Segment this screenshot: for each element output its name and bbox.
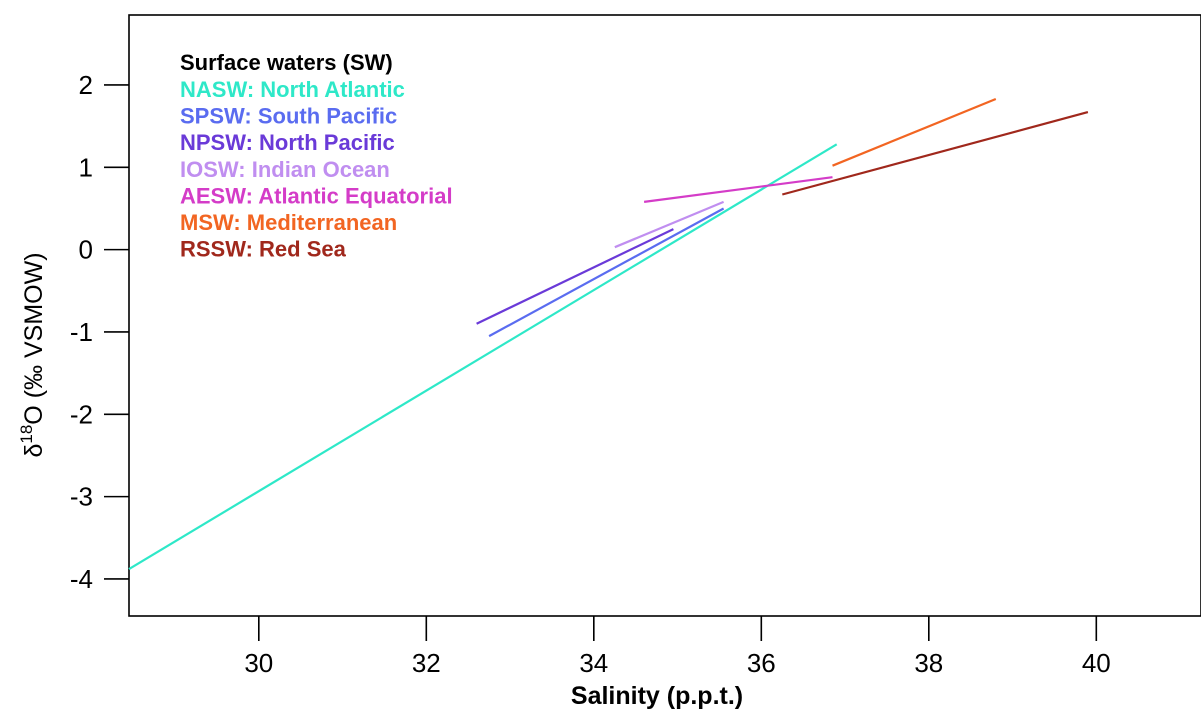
y-tick-label-6: 2 [79,70,93,100]
legend-title: Surface waters (SW) [180,50,393,75]
y-tick-label-0: -4 [70,564,93,594]
x-tick-label-4: 38 [914,648,943,678]
y-tick-label-1: -3 [70,482,93,512]
legend-entry-5: MSW: Mediterranean [180,210,397,235]
y-tick-label-5: 1 [79,152,93,182]
x-tick-label-2: 34 [579,648,608,678]
legend-entry-6: RSSW: Red Sea [180,237,347,262]
y-axis-title-superscript: 18 [17,425,36,444]
legend-entry-4: AESW: Atlantic Equatorial [180,183,453,208]
x-tick-label-5: 40 [1082,648,1111,678]
legend-entry-3: IOSW: Indian Ocean [180,157,390,182]
y-axis-ticks: -4 -3 -2 -1 0 1 2 [70,70,129,594]
series-line-2 [476,228,674,325]
series-layer [128,97,1089,571]
y-tick-label-2: -2 [70,399,93,429]
x-axis-title: Salinity (p.p.t.) [571,682,743,710]
y-axis-title-prefix: δ [20,444,48,458]
legend: Surface waters (SW) NASW: North Atlantic… [180,50,453,262]
y-tick-label-4: 0 [79,235,93,265]
series-line-6 [782,111,1089,196]
y-axis-title-main: O (‰ VSMOW) [20,252,48,424]
x-axis-ticks: 30 32 34 36 38 40 [244,616,1111,678]
series-line-3 [614,200,725,249]
series-line-1 [488,207,725,338]
legend-entry-2: NPSW: North Pacific [180,130,395,155]
series-line-4 [643,176,833,203]
x-tick-label-3: 36 [747,648,776,678]
x-tick-label-0: 30 [244,648,273,678]
plot-frame [128,14,1201,617]
series-line-0 [128,143,838,571]
y-tick-label-3: -1 [70,317,93,347]
legend-entry-1: SPSW: South Pacific [180,104,397,129]
series-line-5 [832,97,997,167]
y-axis-title: δ18O (‰ VSMOW) [17,252,48,457]
legend-entry-0: NASW: North Atlantic [180,77,405,102]
x-tick-label-1: 32 [412,648,441,678]
